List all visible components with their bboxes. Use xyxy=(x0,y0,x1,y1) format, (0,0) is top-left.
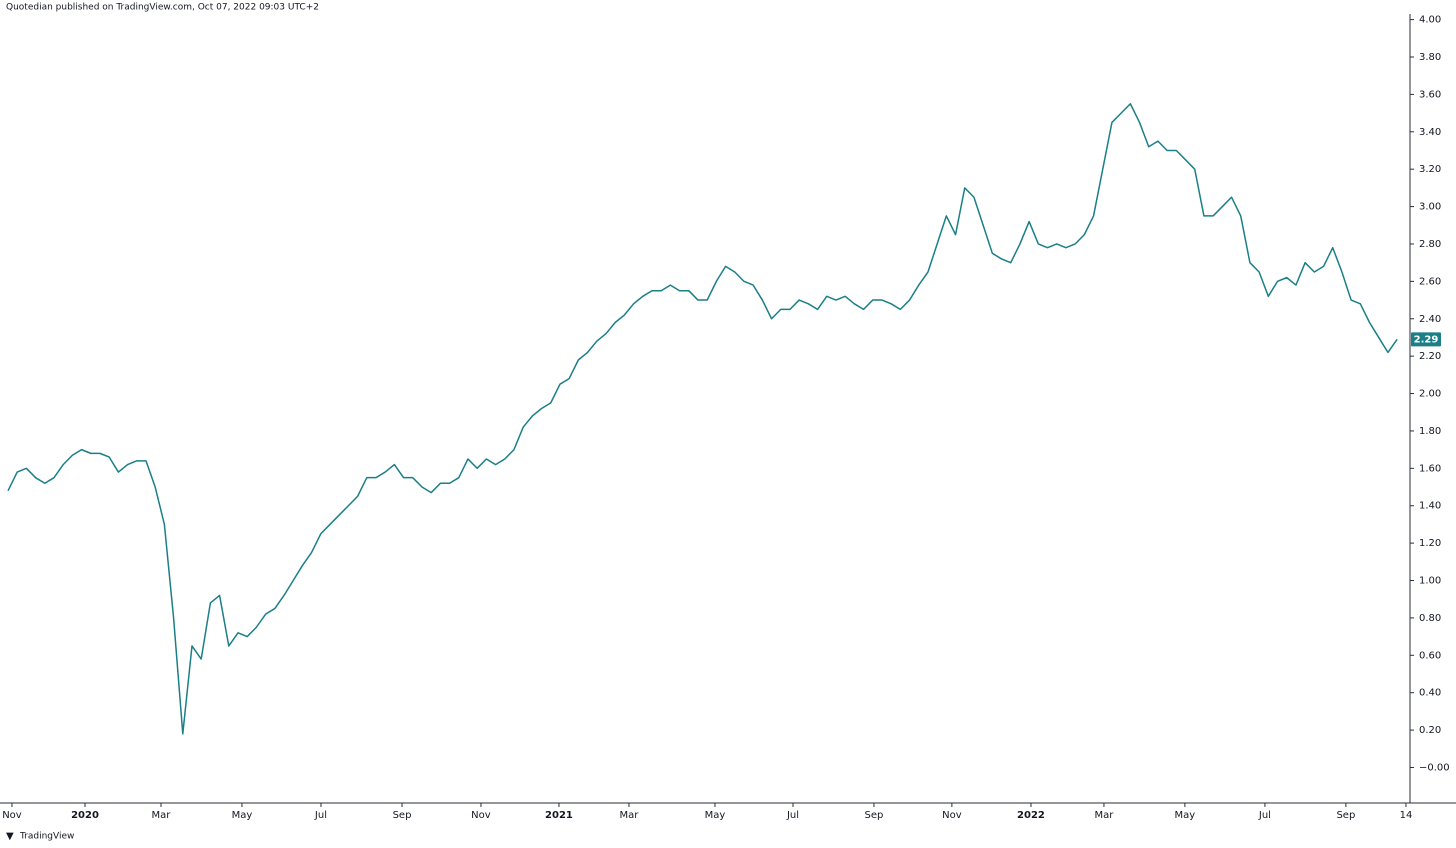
y-tick-label: 3.60 xyxy=(1419,89,1441,100)
x-tick-label: May xyxy=(232,810,253,821)
x-tick-label: May xyxy=(705,810,726,821)
y-tick-label: 0.40 xyxy=(1419,688,1441,699)
x-tick-label: Nov xyxy=(2,810,22,821)
y-tick-label: 1.00 xyxy=(1419,576,1441,587)
x-tick-label: 14 xyxy=(1400,810,1413,821)
x-tick-label: Jul xyxy=(314,810,327,821)
y-tick-label: 3.40 xyxy=(1419,127,1441,138)
y-tick-label: 2.80 xyxy=(1419,239,1441,250)
header: Quotedian published on TradingView.com, … xyxy=(6,3,319,13)
x-tick-label: Jul xyxy=(1258,810,1271,821)
y-tick-label: 2.60 xyxy=(1419,276,1441,287)
y-tick-label: 3.80 xyxy=(1419,52,1441,63)
x-tick-label: Mar xyxy=(152,810,172,821)
x-tick-label: Sep xyxy=(865,810,884,821)
x-tick-label: May xyxy=(1175,810,1196,821)
y-tick-label: 2.00 xyxy=(1419,389,1441,400)
y-tick-label: 2.40 xyxy=(1419,314,1441,325)
y-tick-label: 0.80 xyxy=(1419,613,1441,624)
x-tick-label: Sep xyxy=(393,810,412,821)
footer: TradingView xyxy=(19,832,74,842)
y-tick-label: 0.20 xyxy=(1419,725,1441,736)
price-line xyxy=(7,102,1398,735)
x-tick-label: 2020 xyxy=(71,810,99,821)
x-tick-label: Jul xyxy=(786,810,799,821)
y-tick-label: 3.00 xyxy=(1419,202,1441,213)
y-tick-label: 0.60 xyxy=(1419,650,1441,661)
x-tick-label: Mar xyxy=(1094,810,1114,821)
x-tick-label: 2022 xyxy=(1017,810,1045,821)
y-tick-label: 2.20 xyxy=(1419,351,1441,362)
footer-logo: ▼ xyxy=(6,831,14,842)
x-tick-label: 2021 xyxy=(545,810,573,821)
y-tick-label: 1.80 xyxy=(1419,426,1441,437)
y-tick-label: 4.00 xyxy=(1419,15,1441,26)
last-value-label: 2.29 xyxy=(1414,334,1439,345)
last-value-badge xyxy=(1411,332,1441,347)
y-tick-label: 1.60 xyxy=(1419,463,1441,474)
x-tick-label: Mar xyxy=(620,810,640,821)
y-tick-label: 1.40 xyxy=(1419,501,1441,512)
y-tick-label: 3.20 xyxy=(1419,164,1441,175)
x-tick-label: Sep xyxy=(1336,810,1355,821)
y-tick-label: 1.20 xyxy=(1419,538,1441,549)
x-tick-label: Nov xyxy=(942,810,962,821)
y-tick-label: −0.00 xyxy=(1419,762,1450,773)
x-tick-label: Nov xyxy=(471,810,491,821)
